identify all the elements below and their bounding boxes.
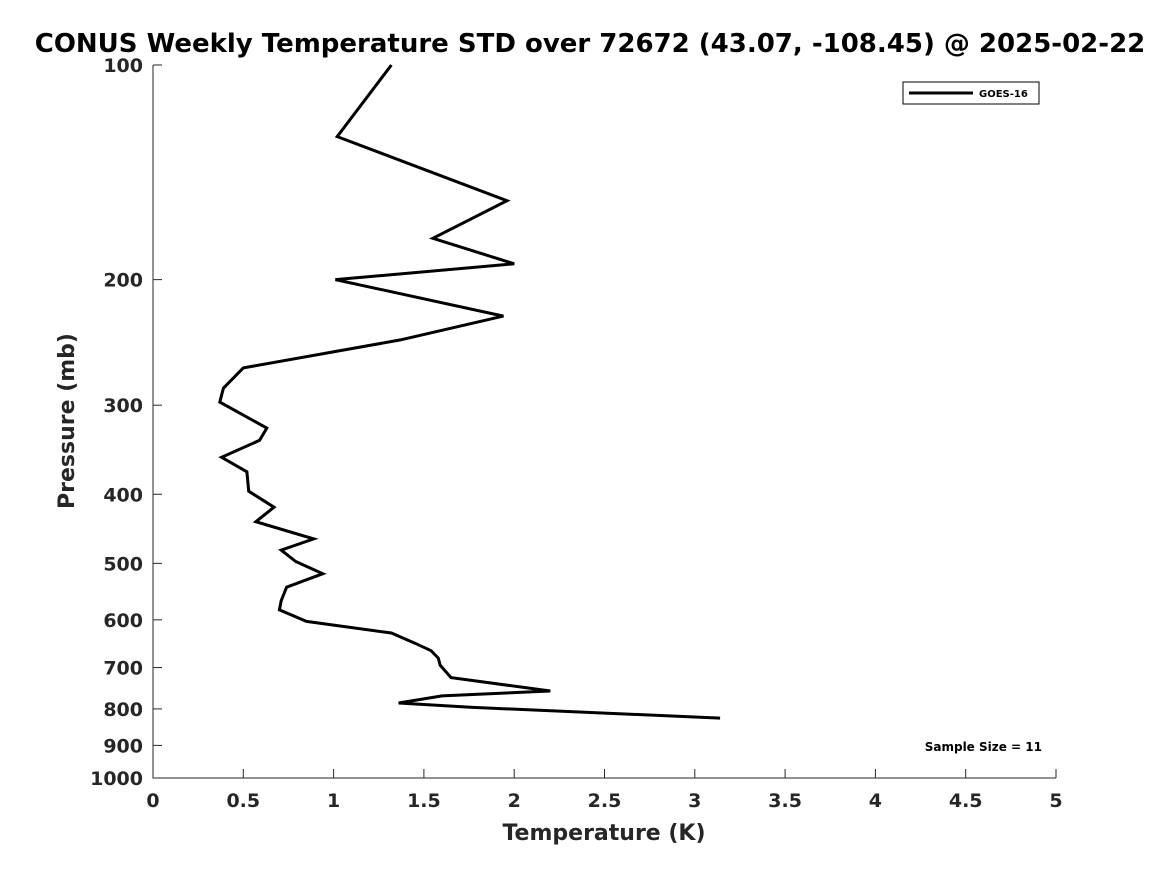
x-tick-label: 2 xyxy=(508,790,521,812)
sample-size-annotation: Sample Size = 11 xyxy=(925,740,1042,754)
x-tick-label: 4.5 xyxy=(949,790,983,812)
y-tick-label: 400 xyxy=(103,484,143,506)
legend-label-goes-16: GOES-16 xyxy=(979,89,1028,100)
series-layer xyxy=(218,64,721,720)
plot-area xyxy=(153,65,1056,778)
y-tick-label: 600 xyxy=(103,610,143,632)
y-tick-label: 500 xyxy=(103,553,143,575)
x-tick-label: 3.5 xyxy=(768,790,802,812)
y-tick-label: 300 xyxy=(103,395,143,417)
x-axis-ticks: 0 0.5 1 1.5 2 2.5 3 3.5 4 4.5 5 xyxy=(146,769,1063,812)
x-tick-label: 0 xyxy=(146,790,159,812)
x-tick-label: 4 xyxy=(869,790,882,812)
x-tick-label: 0.5 xyxy=(226,790,260,812)
x-tick-label: 1 xyxy=(327,790,340,812)
y-axis-label: Pressure (mb) xyxy=(55,333,80,509)
x-tick-label: 1.5 xyxy=(407,790,441,812)
legend: GOES-16 xyxy=(902,81,1040,105)
y-tick-label: 800 xyxy=(103,699,143,721)
chart-title: CONUS Weekly Temperature STD over 72672 … xyxy=(35,29,1146,59)
y-tick-label: 1000 xyxy=(90,768,143,790)
y-tick-label: 100 xyxy=(103,55,143,77)
x-tick-label: 2.5 xyxy=(588,790,622,812)
y-axis-ticks: 100 200 300 400 500 600 700 800 900 1000 xyxy=(90,55,162,790)
x-tick-label: 5 xyxy=(1049,790,1062,812)
y-tick-label: 700 xyxy=(103,658,143,680)
series-line-goes-16 xyxy=(218,64,721,720)
x-axis-label: Temperature (K) xyxy=(502,821,705,846)
x-tick-label: 3 xyxy=(688,790,701,812)
y-tick-label: 200 xyxy=(103,270,143,292)
y-tick-label: 900 xyxy=(103,735,143,757)
